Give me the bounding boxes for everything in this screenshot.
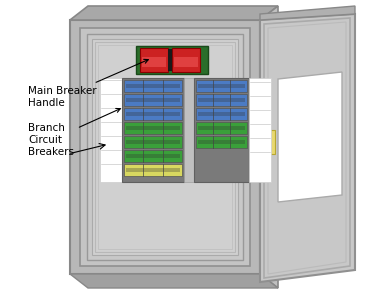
Bar xyxy=(124,108,182,120)
Bar xyxy=(194,78,249,182)
Bar xyxy=(198,98,245,102)
Bar xyxy=(87,34,243,260)
Bar xyxy=(196,94,247,106)
Polygon shape xyxy=(70,6,278,20)
Text: Branch
Circuit
Breakers: Branch Circuit Breakers xyxy=(28,108,120,157)
Bar xyxy=(122,78,184,182)
Bar xyxy=(124,136,182,148)
Bar xyxy=(124,94,182,106)
Bar xyxy=(184,78,194,182)
Bar xyxy=(196,136,247,148)
Bar xyxy=(100,78,122,182)
Bar xyxy=(174,57,198,67)
Bar xyxy=(124,80,182,92)
Bar xyxy=(198,112,245,116)
Polygon shape xyxy=(70,20,260,274)
Bar xyxy=(124,164,182,176)
Bar xyxy=(249,78,271,182)
Bar xyxy=(198,126,245,130)
Bar xyxy=(124,150,182,162)
Bar xyxy=(80,28,250,266)
Bar xyxy=(198,84,245,88)
Bar xyxy=(98,45,232,249)
Bar xyxy=(172,48,200,72)
Bar xyxy=(196,122,247,134)
Bar xyxy=(198,140,245,144)
Bar xyxy=(92,39,238,255)
Bar xyxy=(126,126,180,130)
Bar xyxy=(126,140,180,144)
Polygon shape xyxy=(260,14,355,282)
Bar xyxy=(126,98,180,102)
Bar xyxy=(126,84,180,88)
Bar xyxy=(126,168,180,172)
Polygon shape xyxy=(278,72,342,202)
Bar xyxy=(142,57,166,67)
Polygon shape xyxy=(260,6,355,20)
Bar xyxy=(263,130,275,154)
Bar xyxy=(126,154,180,158)
Bar xyxy=(124,122,182,134)
Bar xyxy=(136,46,208,74)
Bar xyxy=(196,108,247,120)
Bar xyxy=(196,80,247,92)
Bar xyxy=(140,48,168,72)
Bar xyxy=(168,49,172,71)
Polygon shape xyxy=(260,6,278,288)
Text: Main Breaker
Handle: Main Breaker Handle xyxy=(28,59,148,108)
Bar xyxy=(95,42,235,252)
Polygon shape xyxy=(70,274,278,288)
Bar xyxy=(126,112,180,116)
